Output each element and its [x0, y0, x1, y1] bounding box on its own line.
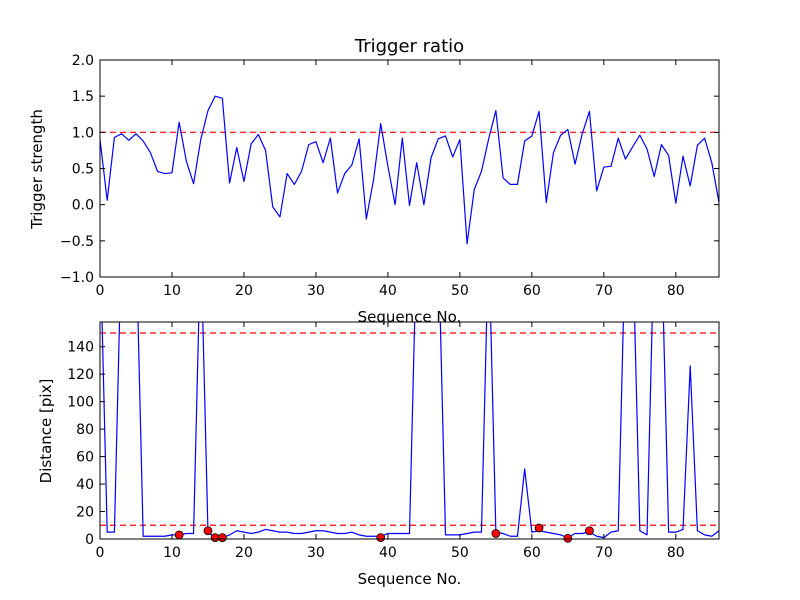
trigger-y-tick-label: −0.5 — [60, 234, 94, 250]
trigger-y-tick-label: 0.0 — [72, 198, 94, 214]
distance-marker-point — [217, 533, 227, 543]
distance-y-tick-label: 60 — [76, 450, 94, 466]
distance-y-tick-label: 80 — [76, 422, 94, 438]
chart-title: Trigger ratio — [354, 36, 464, 57]
distance-x-axis-label: Sequence No. — [358, 570, 462, 588]
trigger-x-tick-label: 30 — [307, 283, 325, 299]
distance-x-tick-label: 20 — [235, 545, 253, 561]
trigger-y-tick-label: 2.0 — [72, 53, 94, 69]
distance-x-tick-label: 40 — [379, 545, 397, 561]
distance-y-tick-label: 0 — [85, 532, 94, 548]
trigger-x-tick-label: 10 — [163, 283, 181, 299]
distance-x-tick-label: 60 — [523, 545, 541, 561]
distance-y-axis-label: Distance [pix] — [37, 379, 55, 484]
distance-plot: 0 10 20 30 40 50 60 70 80 0 20 40 60 80 100 120 140 Sequ… — [37, 321, 720, 588]
distance-x-tick-label: 70 — [595, 545, 613, 561]
trigger-y-tick-label: 1.5 — [72, 89, 94, 105]
trigger-x-tick-label: 20 — [235, 283, 253, 299]
distance-y-tick-label: 20 — [76, 505, 94, 521]
trigger-y-axis-label: Trigger strength — [28, 109, 46, 230]
trigger-y-tick-label: −1.0 — [60, 270, 94, 286]
trigger-x-tick-label: 80 — [667, 283, 685, 299]
distance-marker-point — [534, 523, 544, 533]
distance-marker-point — [491, 529, 501, 538]
distance-data-layer — [100, 322, 719, 539]
distance-marker-point — [563, 533, 573, 543]
distance-marker-point — [376, 533, 386, 543]
trigger-x-tick-label: 40 — [379, 283, 397, 299]
distance-marker-point — [174, 530, 184, 540]
trigger-axis-ticks: 0 10 20 30 40 50 60 70 80 −1.0 −0.5 0.0 0.5 1.0 1.5 2.0 — [60, 53, 719, 299]
trigger-x-tick-label: 60 — [523, 283, 541, 299]
distance-axis-ticks: 0 10 20 30 40 50 60 70 80 0 20 40 60 80 100 120 140 — [67, 322, 719, 561]
distance-y-tick-label: 40 — [76, 477, 94, 493]
distance-marker-point — [203, 526, 213, 536]
trigger-y-tick-label: 0.5 — [72, 162, 94, 178]
distance-series-line — [101, 322, 719, 539]
distance-plot-area — [99, 321, 720, 543]
trigger-data-layer — [100, 95, 719, 245]
distance-x-tick-label: 80 — [667, 545, 685, 561]
distance-y-tick-label: 140 — [67, 340, 94, 356]
distance-x-tick-label: 0 — [96, 545, 105, 561]
trigger-ratio-plot: Trigger ratio 0 10 20 30 40 50 60 70 80−1.0−0.50… — [28, 36, 720, 326]
trigger-x-tick-label: 50 — [451, 283, 469, 299]
distance-axes-frame — [99, 321, 720, 540]
distance-x-tick-label: 30 — [307, 545, 325, 561]
trigger-series-line — [100, 95, 719, 245]
trigger-x-axis-label: Sequence No. — [358, 308, 462, 326]
distance-y-tick-label: 100 — [67, 395, 94, 411]
distance-marker-point — [585, 526, 594, 536]
trigger-x-tick-label: 0 — [96, 283, 105, 299]
trigger-x-tick-label: 70 — [595, 283, 613, 299]
distance-x-tick-label: 50 — [451, 545, 469, 561]
distance-x-tick-label: 10 — [163, 545, 181, 561]
distance-y-tick-label: 120 — [67, 367, 94, 383]
trigger-y-tick-label: 1.0 — [72, 125, 94, 141]
